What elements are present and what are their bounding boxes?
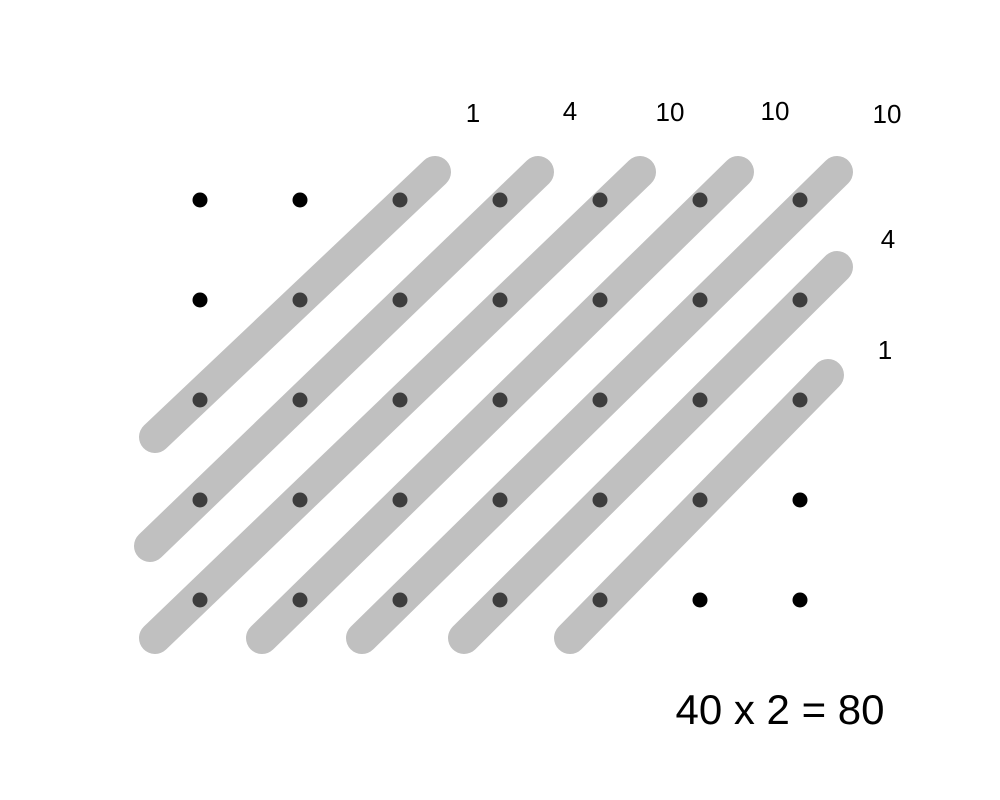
- grid-dot: [592, 392, 608, 408]
- grid-dot: [292, 592, 308, 608]
- grid-dot: [692, 592, 708, 608]
- right-count-label: 1: [878, 335, 892, 365]
- grid-dot: [792, 192, 808, 208]
- grid-dot: [392, 492, 408, 508]
- grid-dot: [592, 292, 608, 308]
- grid-dot: [192, 292, 208, 308]
- grid-dot: [192, 592, 208, 608]
- top-count-label: 10: [761, 96, 790, 126]
- grid-dot: [392, 292, 408, 308]
- grid-dot: [292, 492, 308, 508]
- top-count-label: 10: [656, 97, 685, 127]
- grid-dot: [792, 492, 808, 508]
- grid-dot: [792, 592, 808, 608]
- grid-dot: [392, 392, 408, 408]
- top-count-label: 1: [466, 98, 480, 128]
- grid-dot: [492, 492, 508, 508]
- grid-dot: [792, 292, 808, 308]
- grid-dot: [792, 392, 808, 408]
- grid-dot: [492, 192, 508, 208]
- grid-dot: [692, 192, 708, 208]
- diagonal-band: [448, 251, 853, 654]
- grid-dot: [292, 292, 308, 308]
- grid-dot: [492, 392, 508, 408]
- grid-dot: [692, 492, 708, 508]
- top-count-label: 4: [563, 96, 577, 126]
- dot-grid: [192, 192, 808, 608]
- grid-dot: [692, 392, 708, 408]
- grid-dot: [292, 392, 308, 408]
- diagonal-bands: [134, 156, 853, 654]
- grid-dot: [592, 492, 608, 508]
- grid-dot: [592, 192, 608, 208]
- grid-dot: [392, 192, 408, 208]
- grid-dot: [392, 592, 408, 608]
- grid-dot: [692, 292, 708, 308]
- top-count-label: 10: [873, 99, 902, 129]
- grid-dot: [192, 392, 208, 408]
- right-count-label: 4: [881, 224, 895, 254]
- grid-dot: [492, 292, 508, 308]
- grid-dot: [592, 592, 608, 608]
- grid-dot: [192, 492, 208, 508]
- diagonal-band: [134, 156, 554, 562]
- grid-dot: [192, 192, 208, 208]
- equation-text: 40 x 2 = 80: [676, 686, 885, 733]
- grid-dot: [492, 592, 508, 608]
- grid-dot: [292, 192, 308, 208]
